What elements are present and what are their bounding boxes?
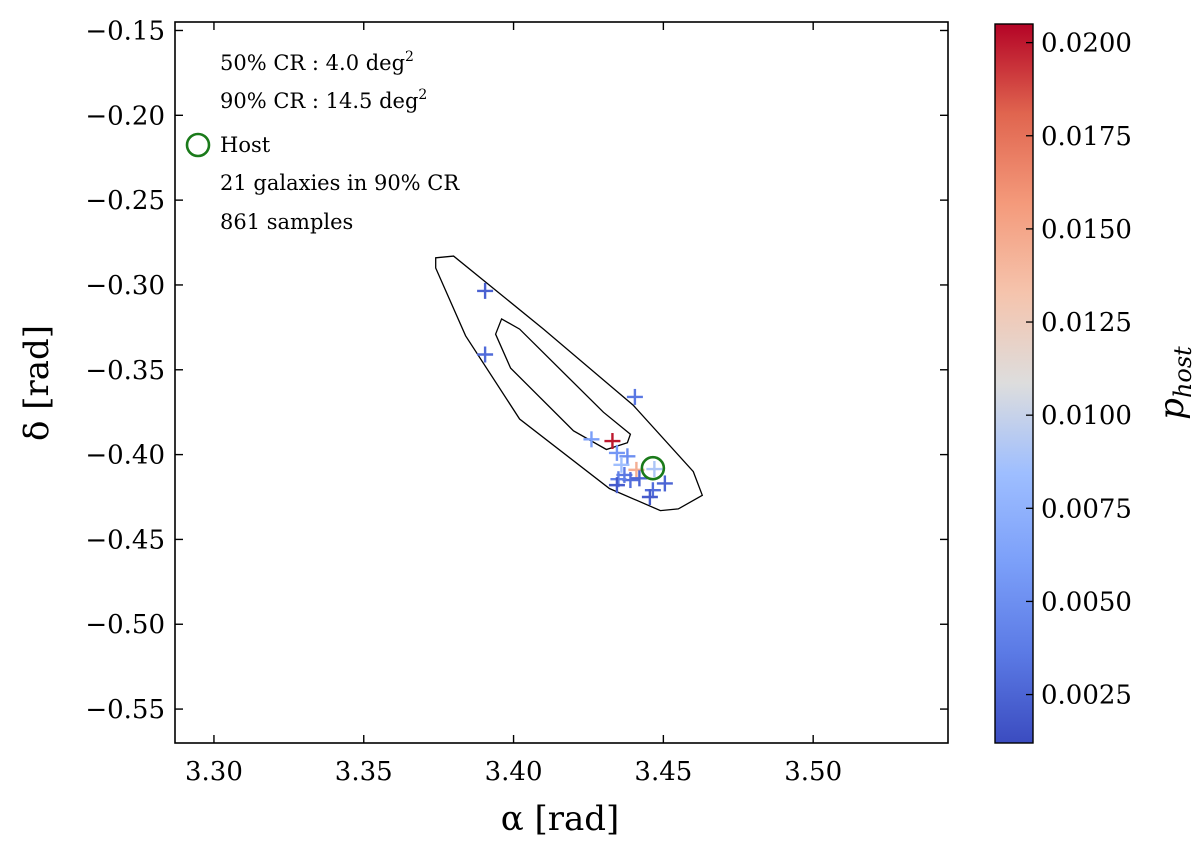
colorbar-tick-label: 0.0175: [1041, 122, 1132, 152]
y-tick-label: −0.35: [85, 356, 165, 386]
galaxy-marker: [631, 470, 648, 487]
colorbar-tick-label: 0.0125: [1041, 308, 1132, 338]
galaxy-marker: [641, 489, 658, 506]
y-ticks: −0.15 −0.20 −0.25 −0.30 −0.35 −0.40 −0.45 −0.50…: [85, 16, 948, 725]
y-tick-label: −0.20: [85, 101, 165, 131]
colorbar: 0.0025 0.0050 0.0075 0.0100 0.0125 0.0150 0.01…: [994, 23, 1197, 744]
colorbar-tick-label: 0.0075: [1041, 494, 1132, 524]
colorbar-frame: [994, 23, 1034, 744]
colorbar-tick-label: 0.0050: [1041, 587, 1132, 617]
x-tick-label: 3.30: [185, 757, 243, 787]
x-tick-label: 3.50: [784, 757, 842, 787]
x-axis-label: α [rad]: [501, 799, 620, 839]
galaxy-markers: [477, 282, 673, 506]
galaxy-marker: [583, 431, 600, 448]
legend: 50% CR : 4.0 deg2 90% CR : 14.5 deg2 Hos…: [185, 49, 460, 234]
y-tick-label: −0.15: [85, 16, 165, 46]
y-tick-label: −0.55: [85, 695, 165, 725]
colorbar-tick-label: 0.0150: [1041, 215, 1132, 245]
galaxy-marker: [644, 482, 661, 499]
legend-host-circle-icon: [185, 132, 211, 158]
colorbar-tick-label: 0.0025: [1041, 681, 1132, 711]
galaxy-marker: [608, 477, 625, 494]
y-tick-label: −0.40: [85, 441, 165, 471]
y-tick-label: −0.25: [85, 186, 165, 216]
host-marker: [640, 455, 666, 481]
legend-cr90: 90% CR : 14.5 deg2: [220, 87, 427, 113]
contour-50-cr: [494, 317, 632, 451]
legend-samples: 861 samples: [220, 210, 353, 234]
legend-cr50: 50% CR : 4.0 deg2: [220, 49, 414, 75]
colorbar-label: phost: [1152, 346, 1197, 420]
galaxy-marker: [604, 433, 621, 450]
galaxy-marker: [608, 444, 625, 461]
colorbar-ticks: 0.0025 0.0050 0.0075 0.0100 0.0125 0.0150 0.01…: [1026, 29, 1132, 711]
galaxy-marker: [646, 461, 663, 478]
x-ticks: 3.30 3.35 3.40 3.45 3.50: [185, 22, 842, 787]
x-tick-label: 3.40: [485, 757, 543, 787]
galaxy-marker: [613, 456, 630, 473]
y-tick-label: −0.50: [85, 610, 165, 640]
galaxy-marker: [477, 282, 494, 299]
x-tick-label: 3.45: [634, 757, 692, 787]
y-axis-label: δ [rad]: [17, 325, 57, 441]
contour-90-cr: [435, 255, 704, 512]
y-tick-label: −0.45: [85, 525, 165, 555]
legend-galaxies: 21 galaxies in 90% CR: [220, 171, 460, 195]
colorbar-gradient: [995, 24, 1033, 743]
legend-host: Host: [220, 133, 271, 157]
galaxy-marker: [619, 448, 636, 465]
y-tick-label: −0.30: [85, 271, 165, 301]
colorbar-tick-label: 0.0200: [1041, 29, 1132, 59]
colorbar-tick-label: 0.0100: [1041, 401, 1132, 431]
galaxy-marker: [656, 475, 673, 492]
plot-frame: [174, 21, 949, 744]
x-tick-label: 3.35: [335, 757, 393, 787]
galaxy-marker: [477, 346, 494, 363]
galaxy-marker: [626, 388, 643, 405]
plot-axes: 3.30 3.35 3.40 3.45 3.50 −0.15 −0.20 −0.25 −0.3…: [85, 16, 949, 787]
